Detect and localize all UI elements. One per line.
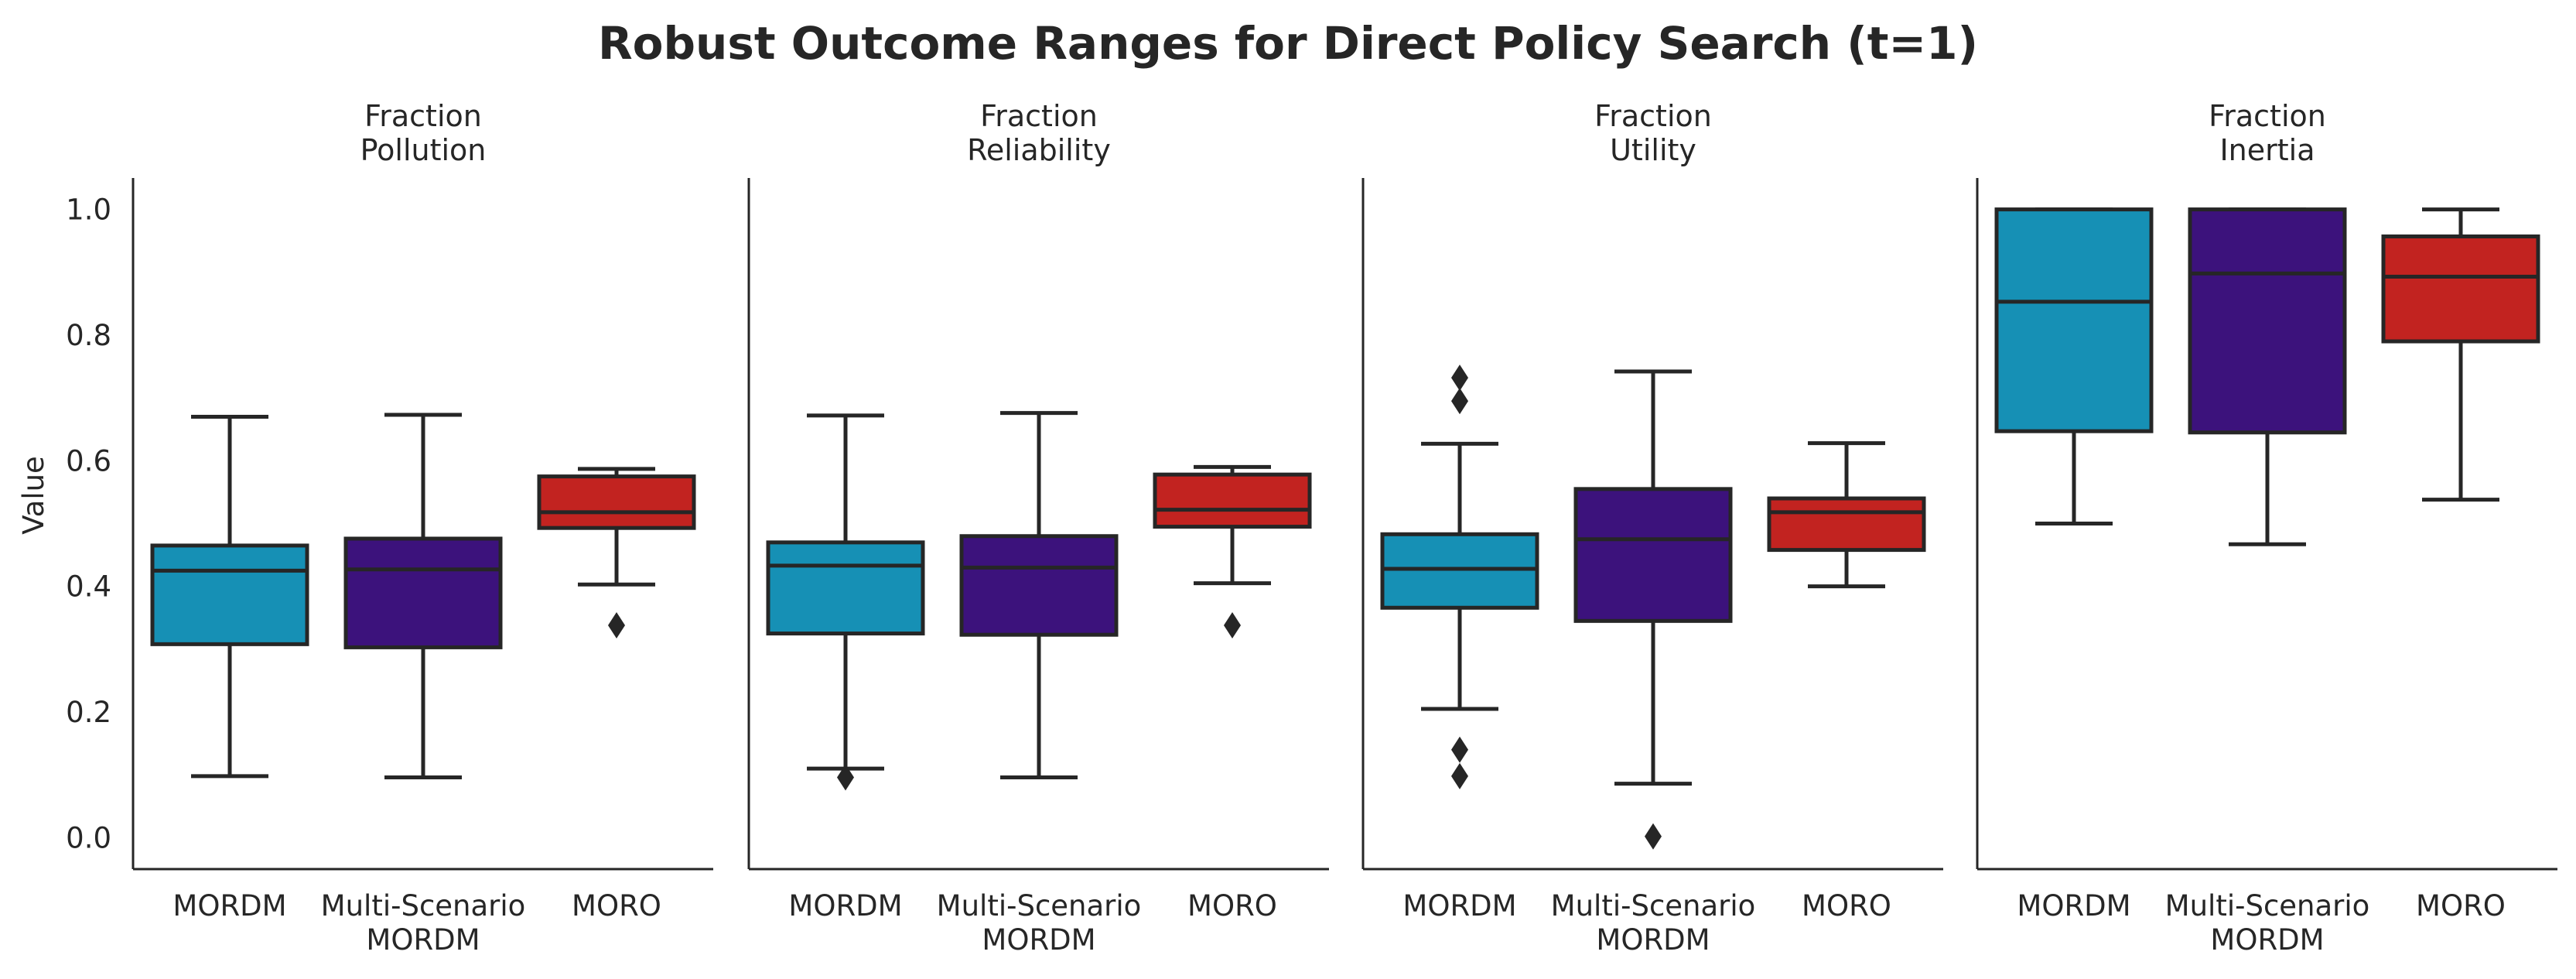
outlier-point bbox=[1645, 823, 1662, 850]
x-tick-label: Multi-Scenario MORDM bbox=[2165, 889, 2370, 957]
box-iqr bbox=[343, 536, 503, 649]
x-tick-label: MORO bbox=[1802, 889, 1891, 923]
panel-0: Fraction Pollution 0.0 0.2 0.4 0.6 0.8 1.0 MORDM… bbox=[66, 99, 713, 957]
x-tick-label-line: MORDM bbox=[2017, 889, 2130, 923]
box-iqr bbox=[1153, 472, 1312, 529]
box-mordm bbox=[1380, 365, 1539, 789]
box-moro bbox=[537, 467, 696, 639]
box-iqr bbox=[2188, 207, 2347, 435]
x-tick-label: MORDM bbox=[1402, 889, 1516, 923]
panel-title-line: Fraction bbox=[980, 99, 1098, 133]
panel-title-line: Pollution bbox=[360, 133, 487, 167]
x-tick-label: MORDM bbox=[2017, 889, 2130, 923]
outlier-point bbox=[1451, 365, 1468, 392]
box-iqr bbox=[959, 534, 1119, 637]
x-tick-label-line: MORO bbox=[1187, 889, 1277, 923]
x-tick-label: MORO bbox=[1187, 889, 1277, 923]
panel-title: Fraction Reliability bbox=[967, 99, 1111, 167]
y-tick-label: 0.2 bbox=[66, 696, 111, 729]
panel-title-line: Fraction bbox=[364, 99, 482, 133]
box-iqr bbox=[1573, 487, 1733, 623]
panel-title-line: Fraction bbox=[1594, 99, 1712, 133]
x-tick-label-line: Multi-Scenario bbox=[1551, 889, 1756, 923]
y-tick-label: 0.4 bbox=[66, 570, 111, 604]
panel-title-line: Reliability bbox=[967, 133, 1111, 167]
box-mordm bbox=[1994, 207, 2154, 525]
box-mordm bbox=[766, 413, 925, 791]
x-tick-label-line: MORDM bbox=[1402, 889, 1516, 923]
x-tick-label-line: MORO bbox=[572, 889, 661, 923]
panel-title: Fraction Inertia bbox=[2209, 99, 2326, 167]
box-iqr bbox=[1767, 496, 1926, 553]
box-multi-scenario-mordm bbox=[343, 412, 503, 779]
x-tick-label-line: MORDM bbox=[982, 923, 1095, 957]
box-multi-scenario-mordm bbox=[959, 411, 1119, 779]
panel-title-line: Utility bbox=[1610, 133, 1696, 167]
x-tick-label-line: MORDM bbox=[1596, 923, 1710, 957]
x-tick-label-line: MORO bbox=[1802, 889, 1891, 923]
box-multi-scenario-mordm bbox=[2188, 207, 2347, 546]
x-tick-label-line: Multi-Scenario bbox=[321, 889, 526, 923]
box-iqr bbox=[1380, 532, 1539, 610]
box-iqr bbox=[537, 474, 696, 530]
x-tick-label: Multi-Scenario MORDM bbox=[1551, 889, 1756, 957]
box-iqr bbox=[2381, 234, 2540, 344]
x-tick-label: Multi-Scenario MORDM bbox=[937, 889, 1142, 957]
x-tick-label-line: Multi-Scenario bbox=[937, 889, 1142, 923]
outlier-point bbox=[1451, 736, 1468, 763]
panel-title-line: Inertia bbox=[2219, 133, 2315, 167]
box-moro bbox=[2381, 207, 2540, 502]
panel-title: Fraction Utility bbox=[1594, 99, 1712, 167]
chart-title: Robust Outcome Ranges for Direct Policy … bbox=[598, 17, 1978, 70]
outlier-point bbox=[608, 612, 625, 639]
y-tick-label: 0.8 bbox=[66, 319, 111, 352]
box-mordm bbox=[150, 414, 309, 779]
box-multi-scenario-mordm bbox=[1573, 369, 1733, 850]
y-axis-label: Value bbox=[17, 456, 50, 535]
x-tick-label-line: Multi-Scenario bbox=[2165, 889, 2370, 923]
x-tick-label-line: MORDM bbox=[2210, 923, 2324, 957]
x-tick-label: MORO bbox=[2416, 889, 2506, 923]
x-tick-label-line: MORDM bbox=[788, 889, 902, 923]
outlier-point bbox=[1451, 762, 1468, 789]
x-tick-label: Multi-Scenario MORDM bbox=[321, 889, 526, 957]
panel-title: Fraction Pollution bbox=[360, 99, 487, 167]
outlier-point bbox=[837, 764, 854, 791]
x-tick-label: MORDM bbox=[788, 889, 902, 923]
x-tick-label-line: MORO bbox=[2416, 889, 2506, 923]
x-tick-label-line: MORDM bbox=[173, 889, 286, 923]
box-iqr bbox=[766, 540, 925, 636]
y-tick-label: 0.6 bbox=[66, 444, 111, 478]
outlier-point bbox=[1224, 612, 1241, 639]
box-iqr bbox=[150, 543, 309, 646]
y-tick-label: 1.0 bbox=[66, 193, 111, 227]
x-tick-label-line: MORDM bbox=[366, 923, 480, 957]
panel-title-line: Fraction bbox=[2209, 99, 2326, 133]
box-moro bbox=[1767, 441, 1926, 589]
box-iqr bbox=[1994, 207, 2154, 433]
box-moro bbox=[1153, 464, 1312, 639]
chart-panels: Fraction Pollution0.00.20.40.60.81.0MORDM… bbox=[66, 99, 2557, 957]
y-tick-label: 0.0 bbox=[66, 821, 111, 854]
x-tick-label: MORO bbox=[572, 889, 661, 923]
outlier-point bbox=[1451, 388, 1468, 415]
x-tick-label: MORDM bbox=[173, 889, 286, 923]
